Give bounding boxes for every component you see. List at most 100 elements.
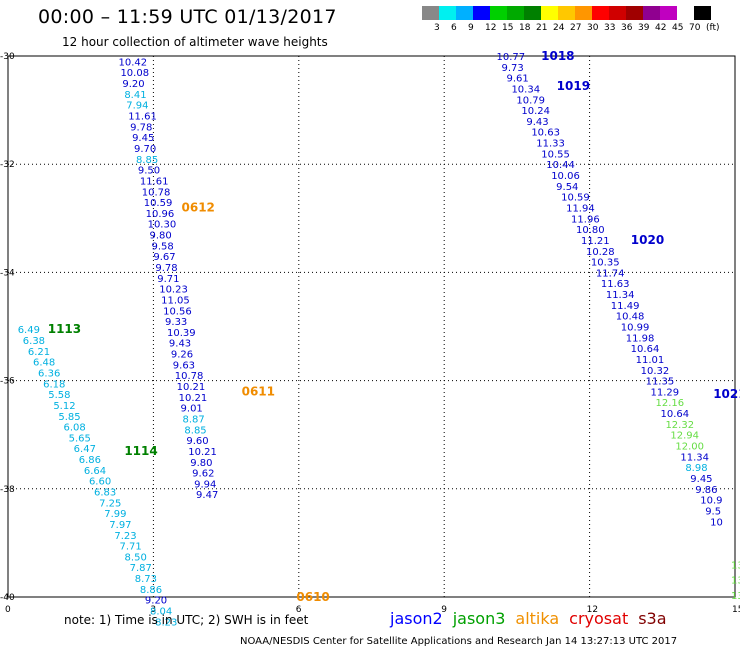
pass-number-label: 0612 — [182, 200, 215, 214]
wave-height-label: 8.04 — [150, 607, 172, 618]
wave-height-label: 11.35 — [646, 377, 675, 388]
y-tick-label: -30 — [0, 52, 15, 62]
wave-height-label: 7.97 — [109, 520, 131, 531]
wave-height-label: 6.48 — [33, 358, 55, 369]
colorbar-label: 21 — [536, 23, 548, 33]
wave-height-label: 11.34 — [606, 290, 635, 301]
wave-height-label: 10.63 — [531, 128, 560, 139]
wave-height-label: 10.56 — [163, 306, 192, 317]
wave-height-label: 8.23 — [155, 617, 177, 628]
colorbar-swatch — [490, 6, 507, 20]
colorbar-swatch — [575, 6, 592, 20]
colorbar-swatch — [507, 6, 524, 20]
pass-number-label: 1114 — [124, 444, 157, 458]
wave-height-label: 13 — [731, 561, 740, 572]
colorbar-swatch — [422, 6, 439, 20]
wave-height-label: 11.29 — [651, 387, 680, 398]
wave-height-label: 9.5 — [705, 506, 721, 517]
wave-height-label: 8.41 — [124, 90, 146, 101]
pass-number-label: 1020 — [631, 233, 664, 247]
wave-height-label: 10.08 — [120, 68, 149, 79]
wave-height-label: 9.43 — [169, 339, 191, 350]
wave-height-label: 11.21 — [581, 236, 610, 247]
wave-height-label: 10.64 — [660, 409, 689, 420]
y-tick-label: -40 — [0, 593, 15, 603]
colorbar-swatch — [609, 6, 626, 20]
pass-number-label: 0610 — [296, 590, 329, 604]
wave-height-label: 5.65 — [69, 433, 91, 444]
wave-height-label: 9.45 — [690, 474, 712, 485]
wave-height-label: 10.44 — [546, 160, 575, 171]
wave-height-label: 10.21 — [188, 447, 217, 458]
wave-height-label: 10.35 — [591, 258, 620, 269]
x-tick-label: 0 — [5, 605, 11, 615]
wave-height-label: 6.18 — [43, 379, 65, 390]
wave-height-label: 13 — [731, 591, 740, 602]
wave-height-label: 11.61 — [128, 112, 157, 123]
wave-height-label: 9.60 — [186, 436, 208, 447]
wave-height-label: 11.49 — [611, 301, 640, 312]
wave-height-label: 9.78 — [130, 122, 152, 133]
colorbar-label: 15 — [502, 23, 514, 33]
pass-number-label: 0611 — [242, 384, 275, 398]
map-frame — [7, 55, 736, 598]
colorbar-label: 45 — [672, 23, 684, 33]
legend-item-jason3: jason3 — [452, 609, 506, 628]
colorbar-label: 39 — [638, 23, 650, 33]
wave-height-label: 10.39 — [167, 328, 196, 339]
wave-height-label: 9.86 — [695, 485, 717, 496]
colorbar-swatch — [643, 6, 660, 20]
wave-height-label: 10.96 — [146, 209, 175, 220]
wave-height-label: 7.25 — [99, 498, 121, 509]
wave-height-label: 6.08 — [63, 423, 85, 434]
wave-height-label: 8.85 — [184, 425, 206, 436]
colorbar-swatch — [626, 6, 643, 20]
wave-height-label: 9.63 — [173, 360, 195, 371]
wave-height-label: 9.67 — [153, 252, 175, 263]
wave-height-label: 9.70 — [134, 144, 156, 155]
colorbar-label: 9 — [468, 23, 474, 33]
x-tick-label: 12 — [587, 605, 598, 615]
wave-height-label: 11.63 — [601, 279, 630, 290]
wave-height-label: 5.85 — [58, 412, 80, 423]
wave-height-label: 8.87 — [182, 414, 204, 425]
units-note: note: 1) Time is in UTC; 2) SWH is in fe… — [64, 613, 309, 627]
wave-height-label: 9.26 — [171, 350, 193, 361]
wave-height-label: 8.73 — [135, 574, 157, 585]
colorbar-swatch — [473, 6, 490, 20]
wave-height-label: 6.36 — [38, 368, 60, 379]
wave-height-label: 9.20 — [145, 596, 167, 607]
wave-height-label: 7.71 — [119, 542, 141, 553]
pass-number-label: 1018 — [541, 49, 574, 63]
wave-height-label: 9.58 — [151, 241, 173, 252]
wave-height-label: 6.64 — [84, 466, 106, 477]
colorbar-label: 24 — [553, 23, 565, 33]
colorbar-swatch — [694, 6, 711, 20]
wave-height-label: 9.62 — [192, 469, 214, 480]
wave-height-label: 11.94 — [566, 203, 595, 214]
wave-height-label: 9.45 — [132, 133, 154, 144]
wave-height-label: 7.99 — [104, 509, 126, 520]
wave-height-label: 6.60 — [89, 477, 111, 488]
legend-item-cryosat: cryosat — [569, 609, 629, 628]
wave-height-label: 8.98 — [685, 463, 707, 474]
wave-height-label: 10 — [710, 517, 723, 528]
x-tick-label: 6 — [296, 605, 302, 615]
wave-height-label: 10.78 — [142, 187, 171, 198]
wave-height-label: 9.73 — [502, 63, 524, 74]
x-tick-label: 9 — [441, 605, 447, 615]
colorbar-swatch — [541, 6, 558, 20]
wave-height-label: 9.01 — [181, 404, 203, 415]
wave-height-label: 9.80 — [190, 458, 212, 469]
map-title: 00:00 – 11:59 UTC 01/13/2017 — [38, 6, 337, 28]
colorbar-swatch — [456, 6, 473, 20]
colorbar-label: 6 — [451, 23, 457, 33]
wave-height-label: 9.78 — [155, 263, 177, 274]
wave-height-label: 7.94 — [126, 101, 148, 112]
wave-height-label: 9.54 — [556, 182, 578, 193]
colorbar-label: 18 — [519, 23, 531, 33]
colorbar-swatch — [660, 6, 677, 20]
wave-height-label: 11.34 — [680, 452, 709, 463]
wave-height-label: 11.05 — [161, 295, 190, 306]
